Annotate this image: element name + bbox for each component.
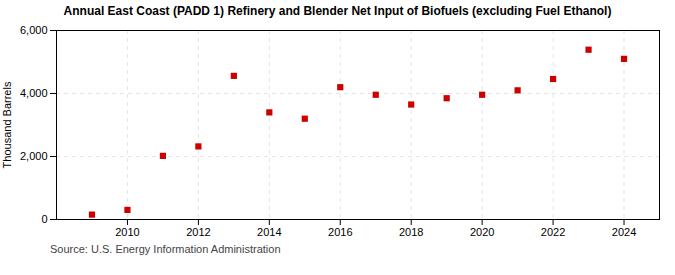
svg-text:2010: 2010 bbox=[115, 227, 139, 239]
svg-text:2012: 2012 bbox=[186, 227, 210, 239]
html-text:Annual East Coast (PADD 1) Ref: Annual East Coast (PADD 1) Refinery and … bbox=[63, 4, 612, 18]
svg-text:0: 0 bbox=[41, 213, 47, 225]
svg-text:4,000: 4,000 bbox=[20, 87, 48, 99]
svg-text:2014: 2014 bbox=[257, 227, 281, 239]
svg-text:2018: 2018 bbox=[399, 227, 423, 239]
svg-text:2020: 2020 bbox=[470, 227, 494, 239]
html-text:Source: U.S. Energy Informatio: Source: U.S. Energy Information Administ… bbox=[50, 243, 281, 256]
svg-text:Thousand Barrels: Thousand Barrels bbox=[1, 81, 13, 168]
svg-text:2,000: 2,000 bbox=[20, 150, 48, 162]
svg-text:6,000: 6,000 bbox=[20, 24, 48, 36]
svg-text:2024: 2024 bbox=[612, 227, 636, 239]
svg-text:2022: 2022 bbox=[541, 227, 565, 239]
svg-text:2016: 2016 bbox=[328, 227, 352, 239]
